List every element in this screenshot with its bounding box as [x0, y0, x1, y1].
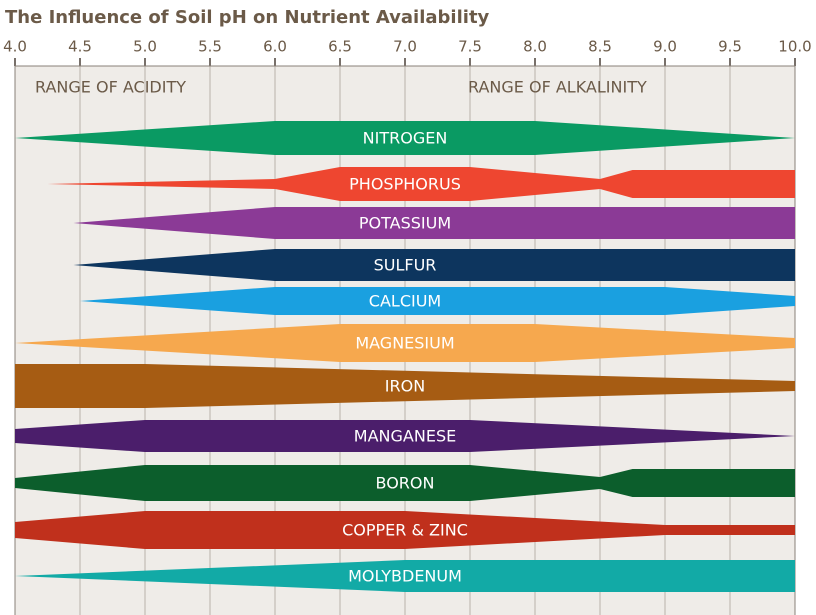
annotation: RANGE OF ALKALINITY — [468, 78, 647, 97]
nutrient-band — [15, 324, 795, 362]
x-tick-label: 6.0 — [263, 38, 287, 56]
x-tick-label: 4.5 — [68, 38, 92, 56]
nutrient-band — [73, 207, 795, 239]
nutrient-band — [15, 364, 795, 408]
nutrient-band — [80, 287, 795, 315]
x-tick-label: 5.0 — [133, 38, 157, 56]
x-tick-label: 8.0 — [523, 38, 547, 56]
band-label: SULFUR — [374, 256, 437, 275]
nutrient-band — [47, 167, 795, 201]
nutrient-band — [73, 249, 795, 281]
x-tick-label: 4.0 — [3, 38, 27, 56]
band-label: MANGANESE — [354, 427, 456, 446]
band-label: IRON — [385, 377, 425, 396]
nutrient-band — [15, 465, 795, 501]
nutrient-band — [15, 511, 795, 549]
nutrient-band — [15, 121, 795, 155]
chart-title: The Influence of Soil pH on Nutrient Ava… — [5, 7, 490, 28]
x-tick-label: 6.5 — [328, 38, 352, 56]
x-tick-label: 8.5 — [588, 38, 612, 56]
band-label: BORON — [376, 474, 435, 493]
x-tick-label: 9.0 — [653, 38, 677, 56]
band-label: CALCIUM — [369, 292, 441, 311]
band-label: COPPER & ZINC — [342, 521, 468, 540]
x-tick-label: 5.5 — [198, 38, 222, 56]
band-label: POTASSIUM — [359, 214, 451, 233]
nutrient-band — [15, 560, 795, 592]
band-label: MOLYBDENUM — [348, 567, 462, 586]
x-tick-label: 7.5 — [458, 38, 482, 56]
nutrient-band — [15, 420, 795, 452]
annotation: RANGE OF ACIDITY — [35, 78, 186, 97]
band-label: MAGNESIUM — [355, 334, 454, 353]
x-tick-label: 10.0 — [778, 38, 811, 56]
band-label: PHOSPHORUS — [349, 175, 461, 194]
band-label: NITROGEN — [363, 129, 448, 148]
x-tick-label: 9.5 — [718, 38, 742, 56]
x-tick-label: 7.0 — [393, 38, 417, 56]
